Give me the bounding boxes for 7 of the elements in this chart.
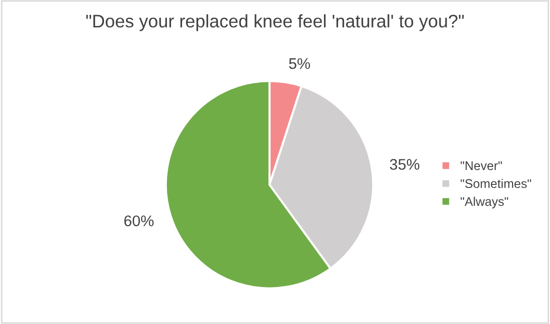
legend-label: "Always"	[460, 196, 508, 208]
data-label: 60%	[124, 215, 154, 226]
legend-label: "Never"	[460, 161, 502, 170]
legend-label: "Sometimes"	[460, 178, 532, 188]
chart-title: "Does your replaced knee feel 'natural' to you?"	[86, 14, 464, 32]
data-label: 35%	[390, 158, 420, 170]
data-label: 5%	[289, 58, 310, 69]
